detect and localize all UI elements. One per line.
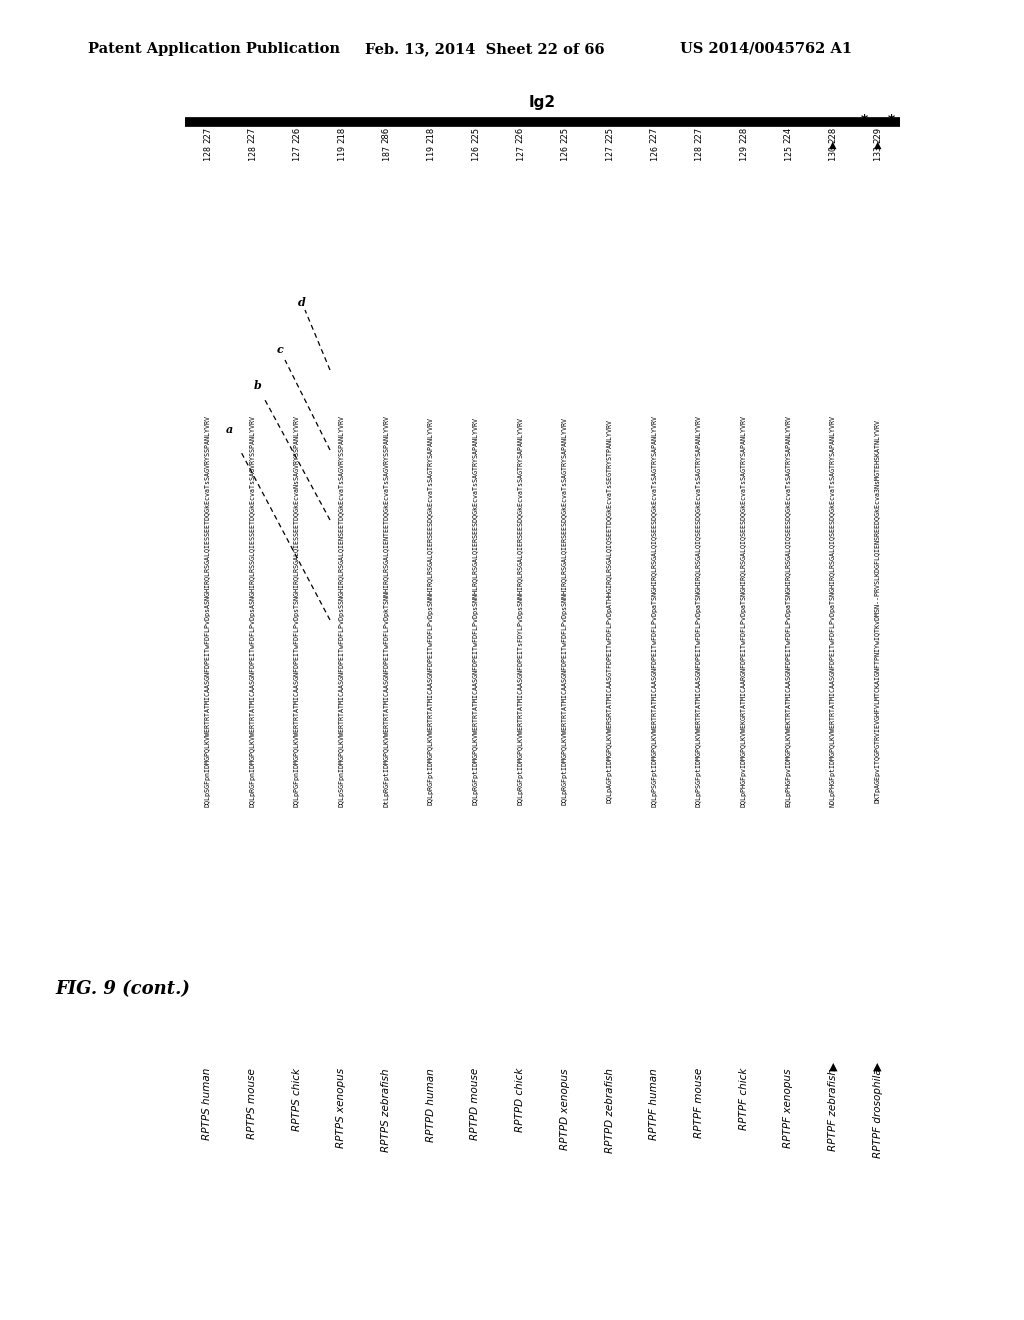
Text: c: c: [276, 343, 283, 355]
Text: DQLpAGFptIDMGPQLKVWERSRTATMICAASGTFDPEITwFDFLPvDpATHHGIRQLRSGALQIQSEETDQGkEcvaTs: DQLpAGFptIDMGPQLKVWERSRTATMICAASGTFDPEIT…: [606, 418, 612, 803]
Text: 125: 125: [783, 145, 793, 160]
Text: RPTPS chick: RPTPS chick: [292, 1068, 302, 1131]
Text: EQLpPHGFpvIDMGPQLKVWEKTRTATMICAASGNFDPEITwFDFLPvDpaTSNGHIRQLRSGALQIQSEESDQGkEcva: EQLpPHGFpvIDMGPQLKVWEKTRTATMICAASGNFDPEI…: [785, 414, 792, 807]
Text: NOLpPHGFptIDMGPQLKVWERTRTATMICAASGNFDPEITwFDFLPvDpaTSNGHIRQLRSGALQIQSEESDQGkEcva: NOLpPHGFptIDMGPQLKVWERTRTATMICAASGNFDPEI…: [830, 414, 836, 807]
Text: 133: 133: [873, 145, 882, 160]
Text: 224: 224: [783, 127, 793, 143]
Text: DQLpRGFptIDMGPQLKVWERTRTATMICAASGNFDPEITwFDFLPvDpsSNNHIRQLRSGALQIERSEESDQGkEcvaT: DQLpRGFptIDMGPQLKVWERTRTATMICAASGNFDPEIT…: [428, 417, 434, 805]
Text: 130: 130: [828, 145, 838, 160]
Text: RPTPD chick: RPTPD chick: [515, 1068, 525, 1133]
Text: RPTPS zebrafish: RPTPS zebrafish: [381, 1068, 391, 1151]
Text: 226: 226: [516, 127, 524, 143]
Text: RPTPF drosophila: RPTPF drosophila: [872, 1068, 883, 1158]
Text: b: b: [253, 380, 261, 391]
Text: 127: 127: [516, 145, 524, 160]
Text: DKTpAGEpvITQGPGTRVIEVGHFVLMTCKAIGNFTPNIYwIQTKvDMSN--PRVSLKDGFLQIENSREEDQGkEcva3N: DKTpAGEpvITQGPGTRVIEVGHFVLMTCKAIGNFTPNIY…: [874, 418, 881, 803]
Text: 227: 227: [203, 127, 212, 143]
Text: RPTPF xenopus: RPTPF xenopus: [783, 1068, 794, 1147]
Text: 286: 286: [382, 127, 390, 143]
Text: RPTPF zebrafish: RPTPF zebrafish: [828, 1068, 838, 1151]
Text: Patent Application Publication: Patent Application Publication: [88, 42, 340, 55]
Text: 218: 218: [337, 127, 346, 143]
Text: 119: 119: [426, 145, 435, 160]
Text: RPTPD zebrafish: RPTPD zebrafish: [604, 1068, 614, 1152]
Text: DQLpRGFptIDMGPQLKVWERTRTATMICAASGNFDPEITwFDFLPvDpsSNNHIRQLRSGALQIERSEESDQGkEcvaT: DQLpRGFptIDMGPQLKVWERTRTATMICAASGNFDPEIT…: [562, 417, 568, 805]
Text: d: d: [298, 297, 306, 309]
Text: ▲: ▲: [829, 140, 837, 150]
Text: 227: 227: [649, 127, 658, 143]
Text: DQLpRGFptIDMGPQLKVWERTRTATMICAASGNFDPEITsFDYLPvDpsSNNHIRQLRSGALQIERSEESDQGkEcvaT: DQLpRGFptIDMGPQLKVWERTRTATMICAASGNFDPEIT…: [517, 417, 523, 805]
Text: a: a: [225, 424, 232, 436]
Text: 127: 127: [292, 145, 301, 160]
Text: ▲: ▲: [828, 1063, 838, 1072]
Text: DtLpRGFptIDMGPQLKVWERTRTATMICAASGNFDPEITwFDFLPvDpkTSNNHIRQLRSGALQIENTEETDQGkEcva: DtLpRGFptIDMGPQLKVWERTRTATMICAASGNFDPEIT…: [383, 414, 389, 807]
Text: 126: 126: [649, 145, 658, 160]
Text: 119: 119: [337, 145, 346, 160]
Text: DQLpRGFptIDMGPQLKVWERTRTATMICAASGNFDPEITwFDFLPvDpsSNNHLRQLRSGALQIERSEESDQGkEcvaT: DQLpRGFptIDMGPQLKVWERTRTATMICAASGNFDPEIT…: [472, 417, 478, 805]
Text: DQLpPHGFpvIDMGPQLKVWEKGRTATMICAARGNFDPEITwFDFLPvDpaTSNGHIRQLRSGALQIQSEESDQGkEcva: DQLpPHGFpvIDMGPQLKVWEKGRTATMICAARGNFDPEI…: [740, 414, 746, 807]
Text: 228: 228: [828, 127, 838, 143]
Text: US 2014/0045762 A1: US 2014/0045762 A1: [680, 42, 852, 55]
Text: 228: 228: [739, 127, 749, 143]
Text: 127: 127: [605, 145, 614, 160]
Text: DQLpPGFpnIDMGPQLKVWERTRTATMICAASGNFDPEITwFDFLPvDpsTSNGHIRQLRSGALQIESSEETDQGkEcva: DQLpPGFpnIDMGPQLKVWERTRTATMICAASGNFDPEIT…: [294, 414, 300, 807]
Text: 126: 126: [471, 145, 480, 160]
Text: 225: 225: [471, 127, 480, 143]
Text: 227: 227: [248, 127, 257, 143]
Text: RPTPD xenopus: RPTPD xenopus: [560, 1068, 569, 1150]
Text: DQLpPSGFptIDMGPQLKVWERTRTATMICAASGNFDPEITwFDFLPvDpaTSNGHIRQLRSGALQIQSEESDQGkEcva: DQLpPSGFptIDMGPQLKVWERTRTATMICAASGNFDPEI…: [651, 414, 657, 807]
Text: *: *: [888, 114, 895, 127]
Text: ▲: ▲: [873, 1063, 882, 1072]
Text: RPTPS human: RPTPS human: [203, 1068, 212, 1140]
Text: RPTPF chick: RPTPF chick: [738, 1068, 749, 1130]
Text: DQLpRGFpnIDMGPQLKVWERTRTATMICAASGNFDPEITwFDFLPvDpsASNGHIRQLRSSGLQIESSEETDQGkEcva: DQLpRGFpnIDMGPQLKVWERTRTATMICAASGNFDPEIT…: [249, 414, 255, 807]
Text: 187: 187: [382, 145, 390, 160]
Text: 128: 128: [203, 145, 212, 160]
Text: 229: 229: [873, 127, 882, 143]
Text: RPTPF human: RPTPF human: [649, 1068, 659, 1139]
Text: DQLpPSGFptIDMGPQLKVWERTRTATMICAASGNFDPEITwFDFLPvDpaTSNGHIRQLRSGALQIQSEESDQGkEcva: DQLpPSGFptIDMGPQLKVWERTRTATMICAASGNFDPEI…: [696, 414, 701, 807]
Text: 227: 227: [694, 127, 703, 143]
Text: Ig2: Ig2: [529, 95, 556, 110]
Text: RPTPS xenopus: RPTPS xenopus: [337, 1068, 346, 1148]
Text: *: *: [861, 114, 867, 127]
Text: 128: 128: [694, 145, 703, 160]
Text: 225: 225: [605, 127, 614, 143]
Text: RPTPF mouse: RPTPF mouse: [694, 1068, 703, 1138]
Text: ▲: ▲: [873, 140, 882, 150]
Text: RPTPD mouse: RPTPD mouse: [470, 1068, 480, 1140]
Text: 218: 218: [426, 127, 435, 143]
Text: FIG. 9 (cont.): FIG. 9 (cont.): [55, 979, 189, 998]
Text: DQLpSGFpnIDMGPQLKVWERTRTATMICAASGNFDPEITwFDFLPvDpsASNGHIRQLRSGALQIESSEETDQGkEcva: DQLpSGFpnIDMGPQLKVWERTRTATMICAASGNFDPEIT…: [205, 414, 210, 807]
Text: 128: 128: [248, 145, 257, 160]
Text: Feb. 13, 2014  Sheet 22 of 66: Feb. 13, 2014 Sheet 22 of 66: [365, 42, 604, 55]
Text: 126: 126: [560, 145, 569, 160]
Text: RPTPD human: RPTPD human: [426, 1068, 436, 1142]
Text: RPTPS mouse: RPTPS mouse: [247, 1068, 257, 1139]
Text: DQLpSGFpnIDMGPQLKVWERTRTATMICAASGNFDPEITwFDFLPvDpsSSNGHIRQLRSGALQIENSEETDQGkEcva: DQLpSGFpnIDMGPQLKVWERTRTATMICAASGNFDPEIT…: [338, 414, 344, 807]
Text: 129: 129: [739, 145, 749, 160]
Text: 226: 226: [292, 127, 301, 143]
Text: 225: 225: [560, 127, 569, 143]
